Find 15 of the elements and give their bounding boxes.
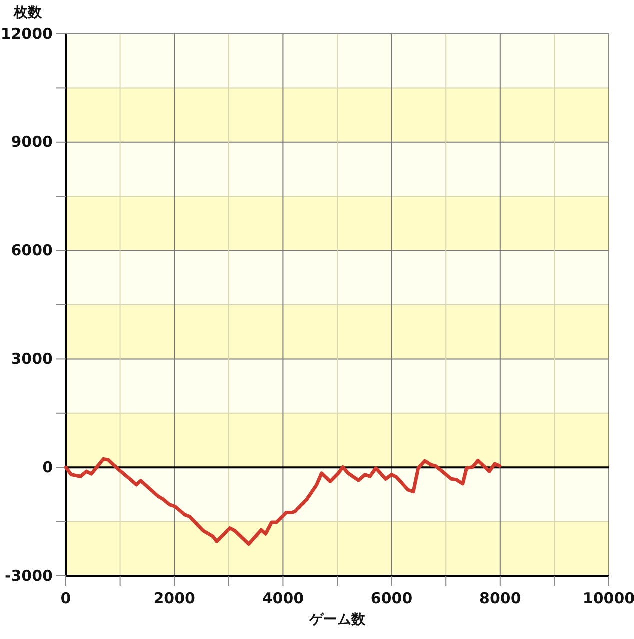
y-tick-label: 12000 — [0, 24, 53, 43]
x-axis-title: ゲーム数 — [308, 612, 366, 628]
y-tick-label: 3000 — [11, 350, 53, 368]
y-tick-label: -3000 — [5, 566, 53, 585]
x-tick-label: 6000 — [370, 589, 413, 608]
x-tick-label: 10000 — [582, 589, 634, 608]
y-tick-label: 0 — [42, 458, 53, 476]
x-tick-label: 8000 — [480, 589, 522, 608]
line-series — [64, 458, 502, 546]
y-tick-label: 6000 — [11, 242, 53, 260]
x-tick-label: 2000 — [154, 589, 196, 608]
x-tick-label: 4000 — [262, 589, 304, 608]
x-tick-label: 0 — [60, 589, 72, 608]
y-axis-title: 枚数 — [13, 5, 43, 21]
y-tick-label: 9000 — [11, 133, 53, 152]
